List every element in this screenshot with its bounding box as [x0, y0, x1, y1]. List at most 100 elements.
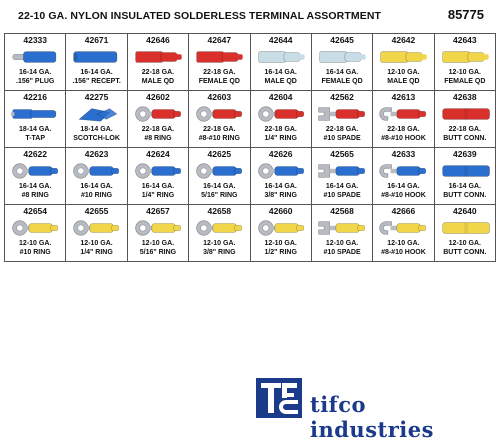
terminal-description: 12-10 GA. 1/4" RING	[66, 239, 126, 257]
terminal-cell-42624: 42624 16-14 GA. 1/4" RING	[127, 148, 190, 205]
gauge-label: 22-18 GA.	[325, 126, 359, 133]
terminal-description: 12-10 GA. #10 SPADE	[312, 239, 372, 257]
terminal-cell-42644: 42644 16-14 GA. MALE QD	[250, 34, 312, 91]
terminal-cell-42639: 42639 16-14 GA. BUTT CONN.	[434, 148, 496, 205]
ring-terminal-icon	[132, 218, 184, 238]
disconnect-terminal-icon	[193, 47, 245, 67]
terminal-cell-42640: 42640 12-10 GA. BUTT CONN.	[434, 205, 496, 262]
gauge-label: 16-14 GA.	[387, 183, 420, 190]
terminal-description: 22-18 GA. MALE QD	[128, 68, 188, 86]
type-label: 5/16" RING	[139, 249, 177, 256]
gauge-label: 12-10 GA.	[387, 69, 420, 76]
terminal-description: 22-18 GA. #8-#10 RING	[189, 125, 249, 143]
part-number: 42643	[452, 35, 477, 45]
terminal-description: 16-14 GA. 3/8" RING	[251, 182, 311, 200]
gauge-label: 12-10 GA.	[325, 240, 359, 247]
terminal-description: 22-18 GA. #8-#10 HOOK	[373, 125, 433, 143]
terminal-cell-42623: 42623 16-14 GA. #10 RING	[66, 148, 128, 205]
part-number: 42603	[207, 92, 232, 102]
ring-terminal-icon	[255, 104, 307, 124]
terminal-description: 12-10 GA. FEMALE QD	[435, 68, 495, 86]
bullet-receptacle-terminal-icon	[70, 47, 122, 67]
terminal-description: 12-10 GA. 5/16" RING	[128, 239, 188, 257]
terminal-cell-42602: 42602 22-18 GA. #8 RING	[127, 91, 190, 148]
part-number: 42658	[207, 206, 232, 216]
terminal-description: 16-14 GA. MALE QD	[251, 68, 311, 86]
terminal-description: 12-10 GA. #8-#10 HOOK	[373, 239, 433, 257]
type-label: FEMALE QD	[198, 78, 240, 85]
part-number: 42671	[84, 35, 109, 45]
part-number: 42657	[146, 206, 170, 216]
part-number: 42633	[391, 149, 416, 159]
ring-terminal-icon	[132, 104, 184, 124]
type-label: 1/4" RING	[264, 135, 297, 142]
terminal-description: 22-18 GA. BUTT CONN.	[435, 125, 495, 143]
gauge-label: 12-10 GA.	[19, 240, 52, 247]
gauge-label: 16-14 GA.	[19, 183, 52, 190]
hook-terminal-icon	[377, 161, 429, 181]
part-number: 42654	[23, 206, 47, 216]
gauge-label: 16-14 GA.	[264, 183, 297, 190]
gauge-label: 12-10 GA.	[387, 240, 420, 247]
terminal-description: 16-14 GA. BUTT CONN.	[435, 182, 495, 200]
spade-terminal-icon	[316, 104, 368, 124]
type-label: .156" RECEPT.	[72, 78, 121, 85]
type-label: SCOTCH-LOK	[73, 135, 120, 142]
gauge-label: 12-10 GA.	[448, 240, 481, 247]
disconnect-terminal-icon	[439, 47, 491, 67]
gauge-label: 16-14 GA.	[19, 69, 52, 76]
gauge-label: 16-14 GA.	[80, 69, 113, 76]
bullet-plug-terminal-icon	[9, 47, 61, 67]
type-label: FEMALE QD	[444, 78, 486, 85]
butt-terminal-icon	[439, 161, 491, 181]
terminal-cell-42604: 42604 22-18 GA. 1/4" RING	[250, 91, 312, 148]
disconnect-terminal-icon	[377, 47, 429, 67]
terminal-cell-42645: 42645 16-14 GA. FEMALE QD	[311, 34, 374, 91]
terminal-description: 22-18 GA. #10 SPADE	[312, 125, 372, 143]
part-number: 42275	[84, 92, 109, 102]
gauge-label: 16-14 GA.	[264, 69, 297, 76]
part-number: 42622	[23, 149, 47, 159]
part-number: 42639	[452, 149, 477, 159]
part-number: 42625	[207, 149, 232, 159]
terminal-cell-42655: 42655 12-10 GA. 1/4" RING	[66, 205, 128, 262]
part-number: 42646	[146, 35, 170, 45]
butt-terminal-icon	[439, 218, 491, 238]
terminal-description: 16-14 GA. #10 SPADE	[312, 182, 372, 200]
gauge-label: 22-18 GA.	[448, 126, 481, 133]
terminal-cell-42626: 42626 16-14 GA. 3/8" RING	[250, 148, 312, 205]
part-number: 42642	[391, 35, 416, 45]
disconnect-terminal-icon	[255, 47, 307, 67]
terminal-cell-42654: 42654 12-10 GA. #10 RING	[5, 205, 67, 262]
brand-name: tifco industries	[310, 392, 434, 442]
type-label: BUTT CONN.	[443, 249, 487, 256]
tifco-logo-icon	[256, 378, 302, 418]
part-number: 42565	[330, 149, 354, 159]
gauge-label: 18-14 GA.	[19, 126, 52, 133]
terminal-description: 16-14 GA. #10 RING	[66, 182, 126, 200]
part-number: 42562	[330, 92, 354, 102]
spade-terminal-icon	[316, 218, 368, 238]
terminal-description: 12-10 GA. 1/2" RING	[251, 239, 311, 257]
part-number: 42626	[268, 149, 293, 159]
type-label: MALE QD	[264, 78, 297, 85]
type-label: T-TAP	[25, 135, 46, 142]
ring-terminal-icon	[9, 161, 61, 181]
part-number: 42624	[146, 149, 170, 159]
type-label: #8-#10 HOOK	[381, 192, 426, 199]
terminal-cell-42666: 42666 12-10 GA. #8-#10 HOOK	[373, 205, 435, 262]
terminal-grid: 42333 16-14 GA. .156" PLUG 42671 16-14 GA. .1…	[4, 33, 496, 262]
terminal-description: 22-18 GA. #8 RING	[128, 125, 188, 143]
hook-terminal-icon	[377, 218, 429, 238]
part-number: 42613	[391, 92, 416, 102]
terminal-description: 16-14 GA. #8 RING	[5, 182, 65, 200]
gauge-label: 12-10 GA.	[264, 240, 297, 247]
terminal-cell-42568: 42568 12-10 GA. #10 SPADE	[311, 205, 374, 262]
terminal-description: 16-14 GA. FEMALE QD	[312, 68, 372, 86]
terminal-cell-42565: 42565 16-14 GA. #10 SPADE	[311, 148, 374, 205]
part-number: 42638	[452, 92, 477, 102]
butt-terminal-icon	[439, 104, 491, 124]
type-label: #8-#10 HOOK	[381, 249, 426, 256]
terminal-description: 18-14 GA. SCOTCH-LOK	[66, 125, 126, 143]
type-label: #8 RING	[144, 135, 172, 142]
